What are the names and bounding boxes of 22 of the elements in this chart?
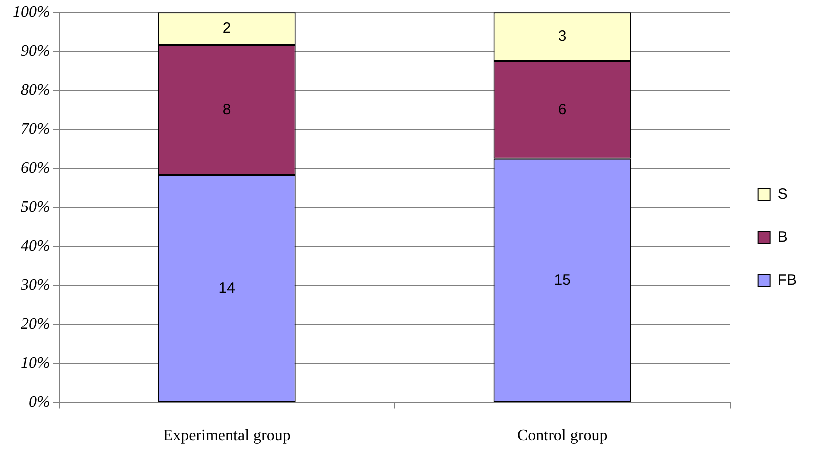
- y-tick-label: 30%: [20, 276, 50, 294]
- y-tick-label: 60%: [21, 160, 50, 177]
- annotation: 6: [558, 101, 567, 118]
- y-tick-label: 90%: [21, 42, 50, 60]
- annotation: 2: [222, 20, 232, 37]
- annotation: 15: [554, 272, 571, 289]
- annotation: 3: [558, 28, 567, 46]
- y-tick-label: 50%: [21, 198, 50, 216]
- y-tick-label: 0%: [29, 394, 50, 412]
- x-tick-label: Control group: [517, 428, 608, 445]
- annotation: 14: [218, 280, 236, 297]
- y-tick-label: 40%: [21, 238, 50, 255]
- y-tick-label: 80%: [21, 82, 50, 99]
- y-tick-label: 20%: [21, 316, 50, 333]
- y-tick-label: 10%: [21, 354, 50, 372]
- y-tick-label: 100%: [13, 4, 50, 21]
- x-tick-label: Experimental group: [163, 428, 291, 445]
- legend-label: B: [778, 229, 788, 246]
- legend-label: S: [778, 186, 788, 204]
- legend-label: FB: [778, 272, 798, 290]
- y-tick-label: 70%: [21, 120, 50, 138]
- annotation: 8: [222, 101, 232, 118]
